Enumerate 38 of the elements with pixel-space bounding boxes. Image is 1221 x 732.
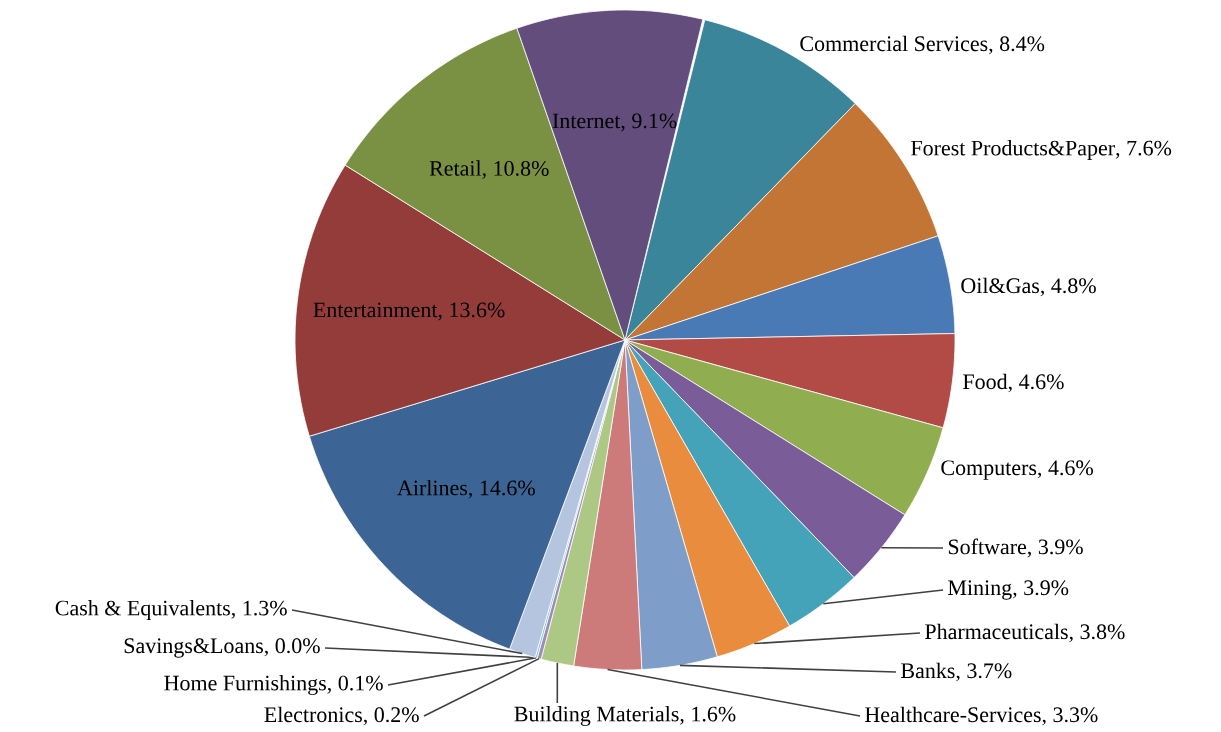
data-label: , 1.6% [680,706,736,725]
slice-label: Pharmaceuticals [925,623,1068,640]
slice-label: Retail [429,160,482,176]
slice-label: Healthcare-Services [865,706,1041,723]
slice-label: Food [963,373,1008,390]
slice-label: Airlines [397,479,468,496]
slice-label: Mining [948,580,1012,600]
data-label: , 14.6% [468,480,535,499]
data-label: , 3.8% [1069,624,1125,643]
data-label: , 4.6% [1037,460,1093,479]
slice-label: Computers [941,460,1037,480]
data-label: , 0.1% [327,675,383,694]
slice-label: Entertainment [313,302,438,318]
data-label: , 8.4% [989,36,1045,55]
slice-label: Home Furnishings [164,675,326,695]
data-label: , 3.7% [956,663,1012,682]
slice-label: Commercial Services [800,35,988,52]
data-label: , 3.3% [1042,707,1098,726]
data-label: , 7.6% [1115,140,1172,159]
data-label: , 4.8% [1040,278,1096,297]
slice-label: Oil&Gas [961,277,1040,294]
data-label: , 3.9% [1013,580,1069,599]
data-label: , 9.1% [621,113,677,132]
slice-label: Cash & Equivalents [55,600,230,620]
slice-label: Software [948,538,1027,555]
data-label: , 4.6% [1008,374,1064,393]
category-label: Savings&Loans [124,638,263,658]
slice-label: Building Materials [514,706,679,726]
slice-label: Internet [552,113,621,129]
slice-label: Forest Products&Paper [911,140,1115,160]
data-label: , 1.3% [231,600,287,619]
slice-label: Electronics [264,706,362,723]
data-label: , 0.2% [363,707,419,726]
data-label: , 10.8% [482,161,549,179]
data-label: , 13.6% [438,302,505,321]
text: , 0.0% [264,638,320,657]
data-label: , 3.9% [1027,539,1083,558]
slice-label: Banks [901,662,955,679]
